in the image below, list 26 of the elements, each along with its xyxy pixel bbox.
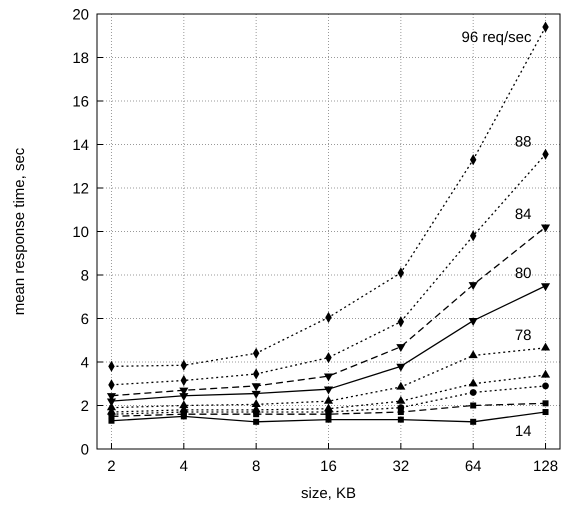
series-label: 14 xyxy=(514,423,532,440)
y-tick-label: 18 xyxy=(72,50,89,67)
series-label: 78 xyxy=(514,326,532,344)
y-tick-label: 12 xyxy=(72,180,89,198)
y-tick-label: 6 xyxy=(80,310,89,328)
y-tick-label: 2 xyxy=(80,398,89,415)
y-axis-title: mean response time, sec xyxy=(11,147,28,316)
y-tick-label: 10 xyxy=(72,224,89,241)
y-tick-label: 8 xyxy=(80,267,89,284)
x-tick-label: 2 xyxy=(107,458,116,475)
x-tick-label: 8 xyxy=(252,458,260,475)
x-tick-label: 128 xyxy=(533,458,558,475)
x-axis-title: size, KB xyxy=(300,485,356,502)
x-tick-label: 16 xyxy=(320,458,337,475)
series-label: 88 xyxy=(514,133,532,150)
y-tick-label: 0 xyxy=(80,441,89,458)
y-tick-label: 4 xyxy=(80,354,89,372)
y-tick-label: 14 xyxy=(72,136,89,154)
x-tick-label: 4 xyxy=(180,458,188,475)
series-label: 96 req/sec xyxy=(461,29,532,46)
x-tick-label: 64 xyxy=(464,458,482,475)
series-label: 84 xyxy=(514,206,532,224)
series-label: 80 xyxy=(514,264,532,282)
x-tick-label: 32 xyxy=(392,458,410,475)
y-tick-label: 20 xyxy=(72,6,89,24)
y-tick-label: 16 xyxy=(72,93,89,110)
